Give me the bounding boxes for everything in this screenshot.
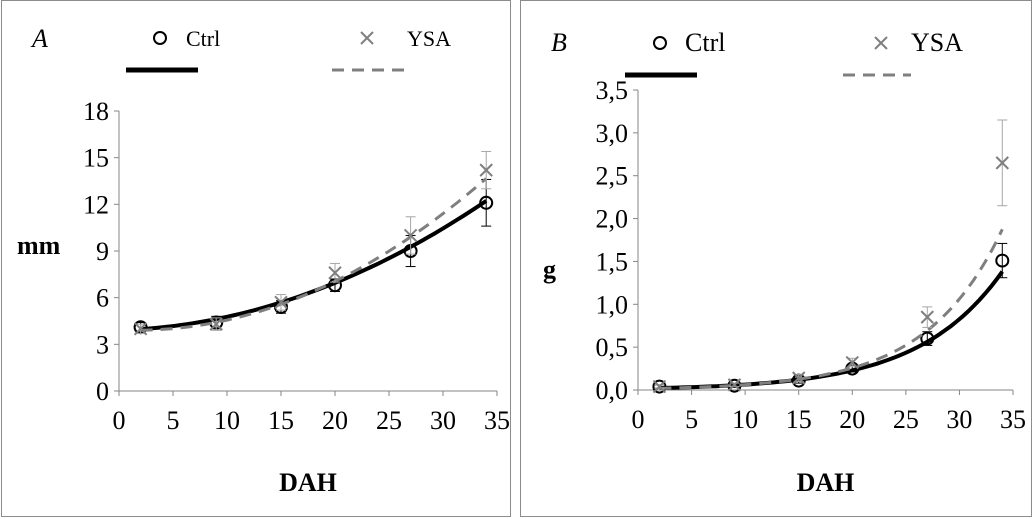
chart-b-legend-ysa-marker <box>874 36 888 50</box>
chart-panel-b: B 0 5 10 15 20 25 30 35 0,0 0,5 1,0 1,5 2,0 2,5 3,0 3,5 D… <box>520 0 1032 517</box>
chart-a-legend-ysa-marker <box>360 31 374 45</box>
chart-b-y-tick-label: 1,0 <box>596 290 629 319</box>
chart-b-x-tick-label: 35 <box>1000 405 1026 434</box>
chart-b-x-tick-label: 15 <box>786 405 812 434</box>
chart-a-y-tick-label: 0 <box>96 377 109 406</box>
chart-a-panel-label: A <box>30 24 48 53</box>
chart-b-x-tick-label: 0 <box>632 405 645 434</box>
chart-b-x-tick-label: 10 <box>732 405 758 434</box>
chart-b-y-axis-label: g <box>543 255 556 284</box>
chart-a-y-tick-label: 12 <box>83 190 109 219</box>
chart-b-ctrl-trendline <box>659 270 1004 391</box>
chart-a-ysa-trendline <box>140 177 488 332</box>
chart-b-x-tick-label: 30 <box>946 405 972 434</box>
chart-a-ctrl-trendline <box>140 199 488 332</box>
chart-a-y-axis-label: mm <box>17 231 61 260</box>
chart-b-x-tick-label: 5 <box>685 405 698 434</box>
chart-a-y-tick-label: 9 <box>96 237 109 266</box>
chart-a-x-tick-label: 25 <box>376 406 402 435</box>
chart-a-ysa-point <box>479 163 493 177</box>
chart-a-legend-ctrl-label: Ctrl <box>186 26 220 51</box>
chart-b-ctrl-point <box>995 253 1010 268</box>
chart-a-y-tick-label: 6 <box>96 284 109 313</box>
chart-b-legend-ysa-label: YSA <box>911 28 963 57</box>
chart-a-legend-ctrl-marker <box>153 31 167 45</box>
chart-a-legend-ysa-label: YSA <box>407 26 451 51</box>
chart-b-ysa-point <box>845 355 859 370</box>
chart-a-ysa-point <box>403 228 418 243</box>
chart-a-ysa-point <box>209 317 223 331</box>
chart-panel-a: A 0 5 10 15 20 25 30 35 0 3 6 9 12 15 18 DAH mm Ctrl YSA <box>1 0 511 517</box>
chart-b-ysa-point <box>920 310 934 324</box>
chart-a-ctrl-point <box>479 195 494 210</box>
chart-b-ysa-point <box>652 379 667 394</box>
chart-b-y-tick-label: 0,0 <box>596 376 629 405</box>
chart-a-x-tick-label: 5 <box>167 406 180 435</box>
chart-b-x-axis-label: DAH <box>797 468 855 497</box>
chart-a-y-tick-label: 3 <box>96 330 109 359</box>
chart-a-y-tick-label: 15 <box>83 144 109 173</box>
chart-b-ctrl-point <box>652 379 667 394</box>
chart-b-y-tick-label: 3,0 <box>596 119 629 148</box>
chart-a-ysa-point <box>328 266 342 280</box>
chart-b-ysa-point <box>792 371 806 385</box>
chart-a-x-tick-label: 30 <box>430 406 456 435</box>
chart-b-legend-ctrl-label: Ctrl <box>685 28 725 57</box>
chart-a-canvas: A 0 5 10 15 20 25 30 35 0 3 6 9 12 15 18 DAH mm Ctrl YSA <box>17 24 510 497</box>
chart-a-ysa-point <box>133 322 148 336</box>
chart-b-x-tick-label: 20 <box>839 405 865 434</box>
chart-b-panel-label: B <box>551 28 567 57</box>
chart-b-ctrl-point <box>920 331 935 346</box>
chart-b-canvas: B 0 5 10 15 20 25 30 35 0,0 0,5 1,0 1,5 2,0 2,5 3,0 3,5 D… <box>543 28 1026 497</box>
chart-a-ysa-point <box>274 295 288 310</box>
chart-a-x-tick-label: 20 <box>322 406 348 435</box>
chart-a-y-tick-label: 18 <box>83 97 109 126</box>
chart-b-x-tick-label: 25 <box>893 405 919 434</box>
chart-b-ysa-point <box>995 156 1009 170</box>
chart-a-x-axis-label: DAH <box>279 468 337 497</box>
chart-b-y-tick-label: 3,5 <box>596 76 629 105</box>
chart-b-y-tick-label: 1,5 <box>596 247 629 276</box>
chart-b-y-tick-label: 0,5 <box>596 333 629 362</box>
chart-a-x-tick-label: 35 <box>484 406 510 435</box>
chart-b-y-tick-label: 2,0 <box>596 205 629 234</box>
chart-b-y-tick-label: 2,5 <box>596 162 629 191</box>
chart-a-x-tick-label: 10 <box>214 406 240 435</box>
chart-b-ysa-trendline <box>659 228 1004 390</box>
chart-b-ysa-point <box>727 378 742 392</box>
chart-a-x-tick-label: 15 <box>268 406 294 435</box>
chart-a-x-tick-label: 0 <box>113 406 126 435</box>
chart-b-legend-ctrl-marker <box>653 36 667 50</box>
